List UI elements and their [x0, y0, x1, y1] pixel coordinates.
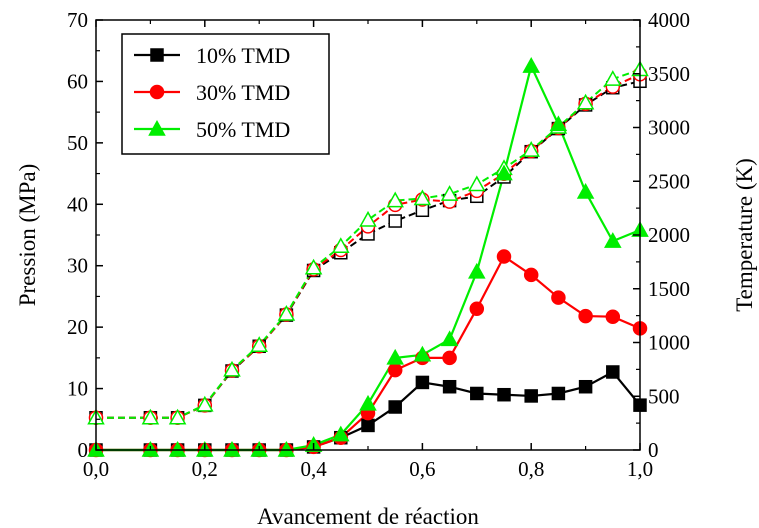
- legend-marker-10-tmd: [150, 48, 164, 62]
- pressure-point-10-tmd: [442, 379, 457, 394]
- pressure-point-10-tmd: [497, 387, 511, 402]
- pressure-point-30-tmd: [469, 301, 485, 316]
- y-right-tick-label: 3000: [648, 116, 690, 140]
- pressure-point-50-tmd: [386, 348, 404, 365]
- temperature-point-50-tmd: [196, 395, 214, 412]
- temperature-point-10-tmd: [388, 214, 402, 228]
- temperature-point-50-tmd: [304, 258, 323, 275]
- pressure-point-50-tmd: [522, 57, 540, 73]
- temperature-point-50-tmd: [168, 408, 187, 425]
- pressure-point-10-tmd: [551, 386, 566, 401]
- pressure-point-10-tmd: [524, 389, 538, 403]
- y-axis-right-label: Temperature (K): [732, 158, 757, 312]
- pressure-point-50-tmd: [604, 232, 622, 248]
- pressure-point-10-tmd: [415, 375, 430, 390]
- y-right-tick-label: 0: [648, 438, 659, 462]
- pressure-point-30-tmd: [523, 267, 539, 283]
- temperature-point-50-tmd: [576, 93, 595, 110]
- temperature-point-50-tmd: [223, 360, 241, 377]
- y-right-tick-label: 2500: [648, 169, 690, 193]
- temperature-line-50-tmd: [96, 68, 641, 419]
- x-axis-label: Avancement de réaction: [257, 504, 479, 528]
- y-right-tick-label: 500: [648, 384, 680, 408]
- temperature-point-50-tmd: [141, 408, 160, 425]
- pressure-point-30-tmd: [442, 350, 457, 366]
- legend: 10% TMD 30% TMD 50% TMD: [121, 33, 330, 155]
- x-tick-label: 0,8: [518, 457, 544, 481]
- pressure-point-50-tmd: [359, 394, 377, 411]
- temperature-point-50-tmd: [440, 185, 459, 201]
- pressure-point-50-tmd: [549, 115, 568, 132]
- temperature-point-50-tmd: [359, 210, 377, 227]
- temperature-point-50-tmd: [413, 189, 432, 206]
- pressure-point-50-tmd: [413, 345, 432, 362]
- pressure-point-30-tmd: [496, 249, 512, 264]
- legend-label-10-tmd: 10% TMD: [196, 43, 290, 68]
- x-tick-label: 0,2: [192, 457, 218, 481]
- temperature-point-50-tmd: [604, 70, 622, 86]
- y-left-tick-label: 10: [67, 377, 88, 401]
- pressure-point-10-tmd: [388, 400, 402, 414]
- axis-ticks: 0,0 0,2 0,4 0,6 0,8 1,00102030405060700500100…: [67, 8, 690, 481]
- x-tick-label: 0,4: [300, 457, 327, 481]
- y-left-tick-label: 70: [67, 8, 88, 32]
- plot-content: [87, 57, 649, 458]
- legend-label-50-tmd: 50% TMD: [196, 117, 290, 142]
- temperature-point-50-tmd: [332, 237, 350, 254]
- temperature-point-50-tmd: [250, 336, 268, 352]
- pressure-point-30-tmd: [605, 309, 621, 324]
- x-tick-label: 0,6: [409, 457, 435, 481]
- legend-label-30-tmd: 30% TMD: [196, 80, 290, 105]
- temperature-point-50-tmd: [522, 141, 540, 157]
- pressure-point-30-tmd: [551, 290, 566, 305]
- temperature-point-50-tmd: [386, 191, 404, 208]
- y-left-tick-label: 20: [67, 315, 88, 339]
- x-tick-label: 1,0: [627, 457, 653, 481]
- y-right-tick-label: 2000: [648, 223, 690, 247]
- pressure-point-10-tmd: [606, 365, 620, 379]
- pressure-point-50-tmd: [468, 262, 486, 279]
- y-left-tick-label: 40: [67, 192, 88, 216]
- y-right-tick-label: 4000: [648, 8, 690, 32]
- pressure-point-10-tmd: [470, 386, 484, 401]
- pressure-point-30-tmd: [578, 308, 593, 324]
- y-axis-left-label: Pression (MPa): [15, 164, 40, 306]
- temperature-point-50-tmd: [468, 175, 486, 192]
- pressure-point-30-tmd: [387, 362, 403, 378]
- y-right-tick-label: 3500: [648, 62, 690, 86]
- y-left-tick-label: 0: [78, 438, 89, 462]
- pressure-point-50-tmd: [440, 330, 459, 347]
- y-left-tick-label: 60: [67, 69, 88, 93]
- pressure-point-50-tmd: [495, 164, 513, 181]
- pressure-point-50-tmd: [576, 182, 595, 199]
- legend-marker-50-tmd: [148, 119, 166, 136]
- pressure-point-10-tmd: [578, 379, 593, 394]
- legend-marker-30-tmd: [149, 84, 165, 100]
- x-tick-label: 0,0: [83, 457, 109, 481]
- y-left-tick-label: 50: [67, 131, 88, 155]
- pressure-point-50-tmd: [332, 425, 350, 442]
- y-left-tick-label: 30: [67, 254, 88, 278]
- y-right-tick-label: 1500: [648, 277, 690, 301]
- y-right-tick-label: 1000: [648, 331, 690, 355]
- temperature-point-50-tmd: [277, 304, 296, 321]
- pressure-point-10-tmd: [361, 418, 375, 433]
